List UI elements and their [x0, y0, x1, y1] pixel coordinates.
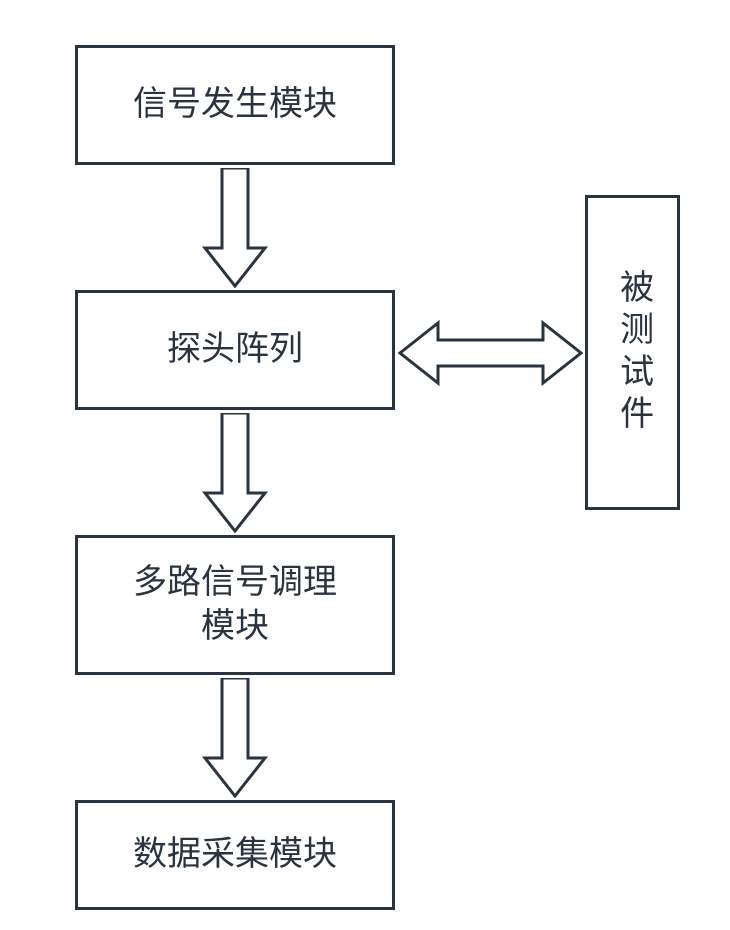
node-signal-conditioning: 多路信号调理模块 [75, 535, 395, 675]
node-label: 信号发生模块 [133, 83, 337, 127]
node-test-specimen: 被测试件 [585, 195, 680, 510]
node-probe-array: 探头阵列 [75, 290, 395, 410]
arrow-down-2 [200, 413, 270, 533]
node-label: 多路信号调理模块 [133, 561, 337, 649]
node-label: 被测试件 [610, 269, 654, 437]
arrow-bidirectional [398, 318, 583, 388]
node-data-acquisition: 数据采集模块 [75, 800, 395, 910]
arrow-down-1 [200, 168, 270, 288]
arrow-down-3 [200, 678, 270, 798]
node-label: 探头阵列 [167, 328, 303, 372]
node-signal-generator: 信号发生模块 [75, 45, 395, 165]
node-label: 数据采集模块 [133, 833, 337, 877]
